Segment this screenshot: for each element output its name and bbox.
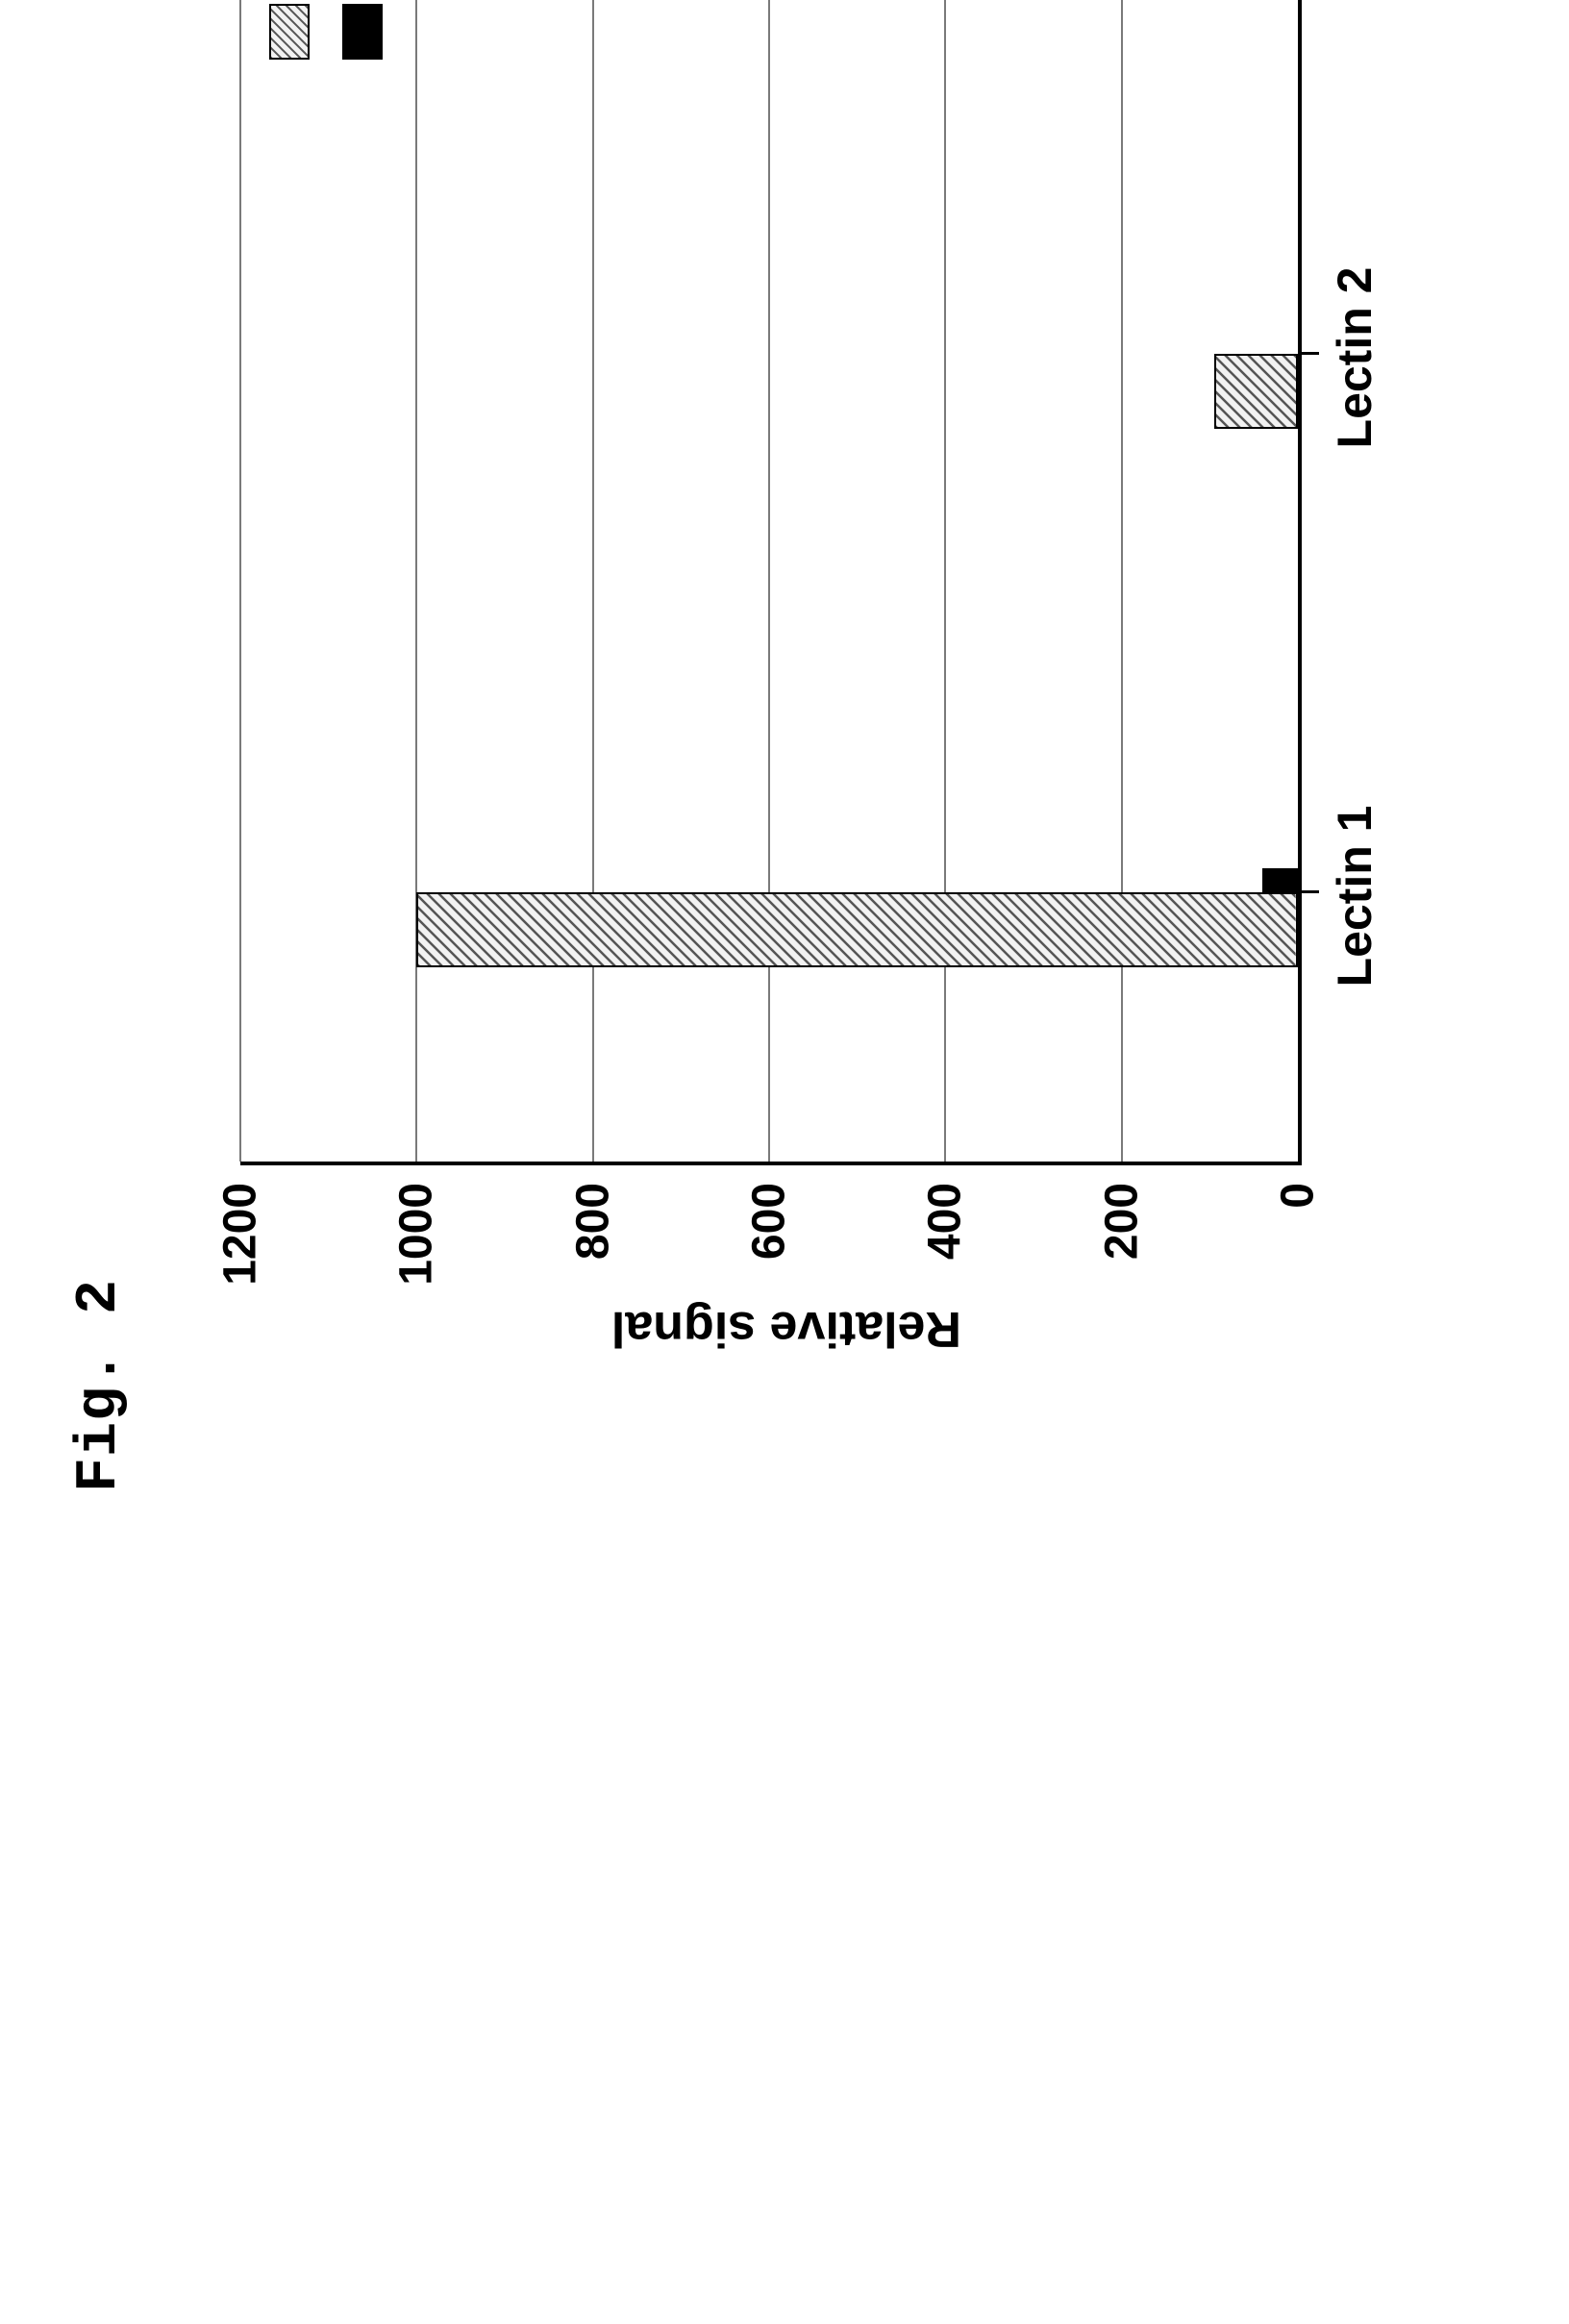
legend-item: Glycosylated enzyme bbox=[262, 0, 317, 60]
x-tick-label: Lectin 2 bbox=[1327, 267, 1382, 449]
y-tick-label: 1200 bbox=[214, 1183, 267, 1308]
gridline bbox=[768, 0, 770, 1162]
bar-solid bbox=[1262, 868, 1298, 892]
y-tick-label: 0 bbox=[1272, 1183, 1325, 1308]
bar-hatched bbox=[1214, 354, 1298, 429]
chart-canvas: Fig. 2 Relative signal Glyco bbox=[0, 0, 1569, 1569]
legend-swatch-hatched-icon bbox=[269, 4, 310, 60]
y-axis-title: Relative signal bbox=[611, 1300, 961, 1358]
bar-hatched bbox=[416, 892, 1298, 967]
y-tick-label: 200 bbox=[1095, 1183, 1148, 1308]
gridline bbox=[592, 0, 594, 1162]
y-tick-label: 800 bbox=[566, 1183, 619, 1308]
y-tick-label: 600 bbox=[743, 1183, 796, 1308]
legend-swatch-solid-icon bbox=[342, 4, 383, 60]
plot-area bbox=[240, 0, 1302, 1165]
gridline bbox=[239, 0, 241, 1162]
gridline bbox=[944, 0, 946, 1162]
legend-item: Deglycosylated enzyme bbox=[335, 0, 390, 60]
y-tick-label: 1000 bbox=[390, 1183, 443, 1308]
legend: Glycosylated enzyme Deglycosylated enzym… bbox=[262, 0, 408, 60]
chart: Relative signal Glycosylated enzyme bbox=[240, 0, 1423, 1165]
gridline bbox=[415, 0, 417, 1162]
x-tick-mark bbox=[1298, 353, 1319, 356]
y-tick-label: 400 bbox=[919, 1183, 972, 1308]
figure-label: Fig. 2 bbox=[67, 1279, 133, 1492]
x-tick-mark bbox=[1298, 891, 1319, 894]
x-tick-label: Lectin 1 bbox=[1327, 806, 1382, 987]
gridline bbox=[1121, 0, 1123, 1162]
